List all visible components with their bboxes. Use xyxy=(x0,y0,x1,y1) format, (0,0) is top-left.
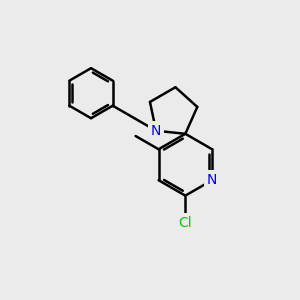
Text: N: N xyxy=(207,173,217,187)
Text: N: N xyxy=(151,124,161,138)
Text: Cl: Cl xyxy=(178,216,192,230)
